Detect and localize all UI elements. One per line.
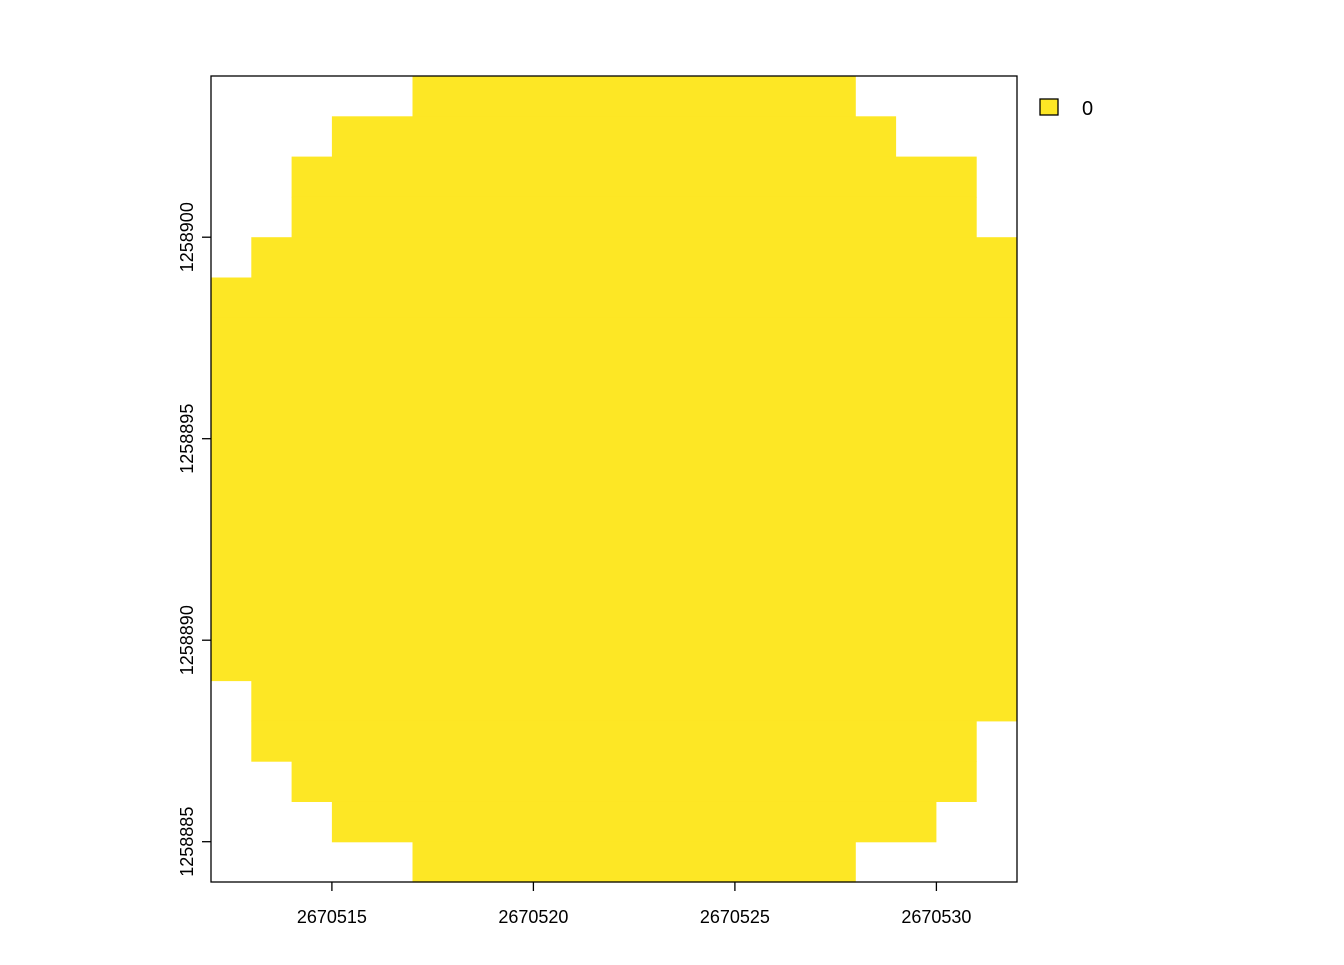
x-tick-label: 2670530 — [901, 907, 971, 927]
x-axis: 2670515 2670520 2670525 2670530 — [297, 882, 971, 927]
plot-frame — [210, 75, 1018, 883]
raster-cell-row — [211, 317, 1017, 682]
raster-cell-row — [412, 841, 856, 883]
raster-cell-row — [412, 76, 856, 117]
legend-swatch — [1039, 98, 1059, 116]
raster-cell-row — [251, 680, 1018, 722]
raster-cell-row — [251, 237, 1018, 279]
legend-label: 0 — [1082, 98, 1093, 120]
x-tick-label: 2670525 — [700, 907, 770, 927]
x-tick-label: 2670515 — [297, 907, 367, 927]
y-axis: 1258885 1258890 1258895 1258900 — [177, 202, 211, 877]
raster-cell-row — [331, 801, 937, 843]
legend: 0 — [1039, 98, 1093, 120]
raster-cell-row — [291, 156, 977, 198]
raster-cells — [211, 76, 1018, 883]
y-tick-label: 1258890 — [177, 605, 197, 675]
raster-cell-row — [291, 196, 977, 238]
raster-cell-row — [251, 720, 977, 762]
y-tick-label: 1258885 — [177, 807, 197, 877]
raster-cell-row — [211, 277, 1017, 319]
y-tick-label: 1258900 — [177, 202, 197, 272]
y-tick-label: 1258895 — [177, 404, 197, 474]
raster-cell-row — [331, 116, 897, 158]
x-tick-label: 2670520 — [498, 907, 568, 927]
raster-cell-row — [291, 761, 977, 802]
